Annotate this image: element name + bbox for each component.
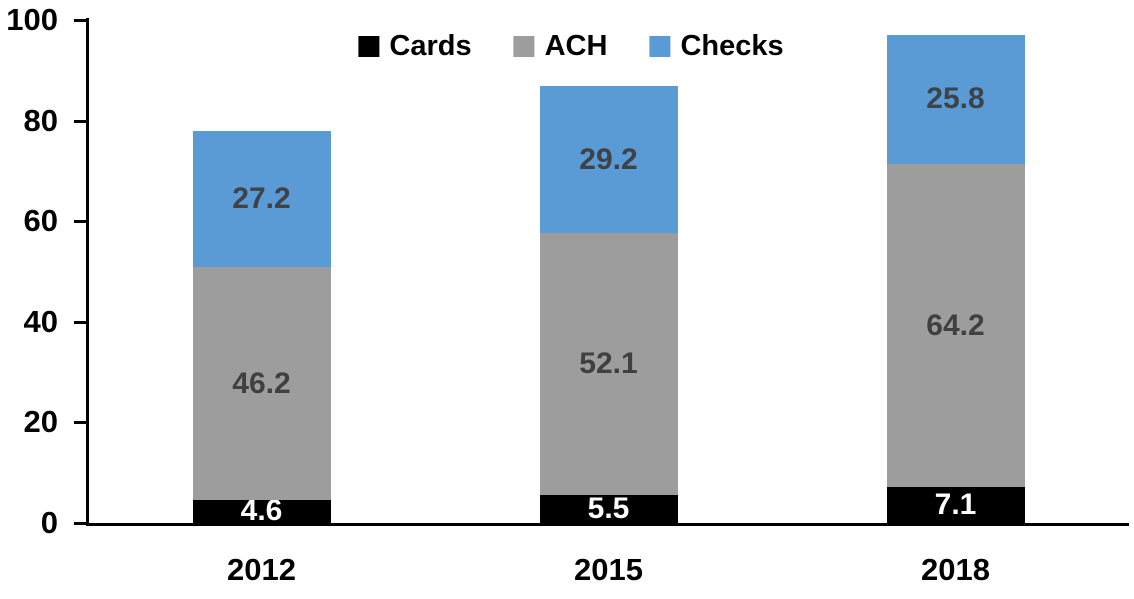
segment-value-label: 25.8 (926, 82, 985, 116)
y-tick-label: 40 (23, 303, 58, 339)
bar-segment-ach-2012: 46.2 (192, 267, 331, 500)
bar-segment-checks-2012: 27.2 (192, 130, 331, 268)
y-tick-mark (74, 19, 86, 22)
y-tick-mark (74, 421, 86, 425)
segment-value-label: 46.2 (232, 366, 291, 400)
legend-label-cards: Cards (389, 30, 472, 62)
y-tick-label: 20 (23, 404, 58, 440)
legend-item-ach: ACH (513, 30, 608, 62)
y-tick-mark (74, 522, 86, 525)
legend-item-cards: Cards (358, 30, 472, 62)
x-axis-label-2012: 2012 (227, 552, 296, 587)
segment-value-label: 29.2 (579, 142, 638, 176)
segment-value-label: 52.1 (579, 347, 638, 381)
y-tick-label: 80 (23, 102, 58, 138)
segment-value-label: 64.2 (926, 308, 985, 342)
y-tick-mark (74, 119, 86, 123)
legend-marker-ach (513, 36, 535, 57)
bar-segment-ach-2015: 52.1 (539, 233, 678, 496)
legend-item-checks: Checks (649, 30, 784, 62)
bar-segment-cards-2018: 7.1 (886, 487, 1025, 523)
legend-label-ach: ACH (544, 30, 608, 62)
x-axis-line (86, 523, 1129, 526)
bar-segment-cards-2012: 4.6 (192, 496, 331, 526)
y-tick-mark (74, 220, 86, 224)
y-tick-label: 60 (23, 203, 58, 239)
legend-label-checks: Checks (680, 30, 784, 62)
bar-segment-checks-2015: 29.2 (539, 86, 678, 234)
y-tick-label: 100 (6, 2, 58, 37)
y-tick-label: 0 (40, 505, 58, 540)
segment-value-label: 7.1 (934, 488, 977, 522)
legend-marker-cards (358, 36, 380, 57)
segment-value-label: 4.6 (240, 494, 283, 528)
segment-value-label: 5.5 (587, 492, 630, 526)
segment-value-label: 27.2 (232, 182, 291, 216)
bar-segment-checks-2018: 25.8 (886, 34, 1025, 165)
bar-segment-cards-2015: 5.5 (539, 492, 678, 526)
bar-segment-ach-2018: 64.2 (886, 164, 1025, 488)
chart-legend: Cards ACH Checks (358, 30, 784, 62)
x-axis-label-2018: 2018 (921, 552, 990, 587)
legend-marker-checks (649, 36, 671, 57)
y-axis-line (86, 18, 89, 526)
y-tick-mark (74, 320, 86, 324)
x-axis-label-2015: 2015 (574, 552, 643, 587)
